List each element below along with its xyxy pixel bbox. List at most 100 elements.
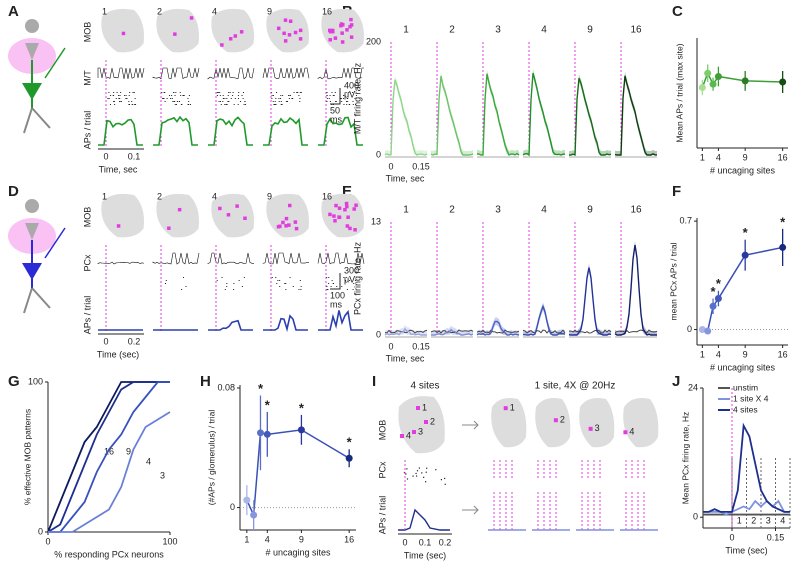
ap-trace xyxy=(263,314,308,333)
raster-dot xyxy=(352,104,354,105)
y-tick-label: 0 xyxy=(687,324,692,334)
point xyxy=(709,80,717,88)
raster-dot xyxy=(222,95,224,96)
uncaging-site xyxy=(330,28,335,33)
trace-band xyxy=(477,69,519,155)
raster-dot xyxy=(418,467,420,469)
raster-dot xyxy=(134,98,136,99)
raster-dot xyxy=(330,286,332,287)
line-label: 16 xyxy=(104,446,114,456)
x-tick-label: 0 xyxy=(388,341,393,351)
raster-dot xyxy=(216,280,218,281)
raster-dot xyxy=(112,95,114,96)
electrode xyxy=(44,227,66,259)
raster-dot xyxy=(280,101,282,102)
raster-dot xyxy=(133,92,135,93)
uncaging-site xyxy=(337,206,342,210)
raster-dot xyxy=(296,92,298,93)
point xyxy=(714,73,722,80)
raster-dot xyxy=(299,101,301,102)
point xyxy=(741,251,749,259)
x-axis-label: Time (sec) xyxy=(404,550,446,560)
dendrite xyxy=(23,287,51,314)
raster-dot xyxy=(181,289,183,290)
trace xyxy=(476,320,520,336)
y-tick-label: 100 xyxy=(28,376,43,386)
raster-dot xyxy=(173,101,175,102)
raster-dot xyxy=(118,98,120,99)
uncaging-site xyxy=(354,203,358,208)
x-tick-label: 0 xyxy=(103,336,108,346)
raster-dot xyxy=(355,95,357,96)
raster-dot xyxy=(163,92,165,93)
raster-dot xyxy=(114,104,116,105)
scale-label: μV xyxy=(344,274,355,284)
raster-dot xyxy=(116,92,118,93)
raster-dot xyxy=(229,92,231,93)
trace-band xyxy=(477,317,519,335)
title: 4 sites xyxy=(411,381,440,392)
y-tick-label: 0 xyxy=(38,526,43,536)
x-axis-label: Time, sec xyxy=(386,173,425,183)
trace xyxy=(207,252,255,265)
point xyxy=(779,243,787,251)
electrode xyxy=(44,47,66,79)
annotation: * xyxy=(711,284,717,299)
raster-dot xyxy=(232,92,234,93)
raster-dot xyxy=(217,92,219,93)
raster-dot xyxy=(129,92,131,93)
series-line xyxy=(48,381,170,533)
raster-dot xyxy=(108,98,110,99)
uncaging-site xyxy=(345,204,349,209)
raster-dot xyxy=(331,92,333,93)
raster-dot xyxy=(353,283,355,284)
trace xyxy=(97,261,145,265)
ap-trace xyxy=(208,319,253,331)
raster-dot xyxy=(286,101,288,102)
raster-dot xyxy=(440,479,443,481)
raster-dot xyxy=(403,471,406,474)
raster-dot xyxy=(425,481,427,483)
annotation: 1 xyxy=(737,515,742,525)
uncaging-site xyxy=(328,29,333,34)
x-axis-label: # uncaging sites xyxy=(265,547,331,557)
raster-dot xyxy=(125,98,127,99)
y-tick-label: 0.7 xyxy=(679,215,692,225)
raster-dot xyxy=(300,92,302,93)
raster-dot xyxy=(172,101,174,102)
raster-dot xyxy=(243,104,245,105)
point xyxy=(250,511,258,519)
uncaging-site xyxy=(278,224,282,229)
raster-dot xyxy=(328,283,330,284)
raster-dot xyxy=(281,104,283,105)
site-label: 3 xyxy=(418,426,423,436)
point xyxy=(243,496,251,504)
dendrite xyxy=(23,107,51,134)
row-label: PCx xyxy=(377,461,387,479)
x-axis-label: # uncaging sites xyxy=(710,362,776,372)
mob-outline xyxy=(101,8,144,53)
site-count: 2 xyxy=(157,191,162,201)
raster-dot xyxy=(279,98,281,99)
site-count: 4 xyxy=(212,6,217,16)
uncaging-site xyxy=(239,30,244,34)
raster-dot xyxy=(444,483,446,485)
raster-dot xyxy=(277,280,279,281)
raster-dot xyxy=(161,92,163,93)
site-count: 16 xyxy=(322,6,332,16)
uncaging-site xyxy=(283,18,288,22)
raster-dot xyxy=(128,95,130,96)
uncaging-site xyxy=(345,224,350,228)
uncaging-site xyxy=(328,212,332,217)
ap-trace xyxy=(263,116,308,146)
annotation: 2 xyxy=(751,515,756,525)
annotation: * xyxy=(780,214,786,229)
subplot-title: 4 xyxy=(541,205,547,216)
raster-dot xyxy=(218,101,220,102)
raster-dot xyxy=(355,104,357,105)
raster-dot xyxy=(326,286,328,287)
trace xyxy=(207,67,255,80)
raster-dot xyxy=(280,104,282,105)
raster-dot xyxy=(276,283,278,284)
subplot-title: 9 xyxy=(587,205,593,216)
